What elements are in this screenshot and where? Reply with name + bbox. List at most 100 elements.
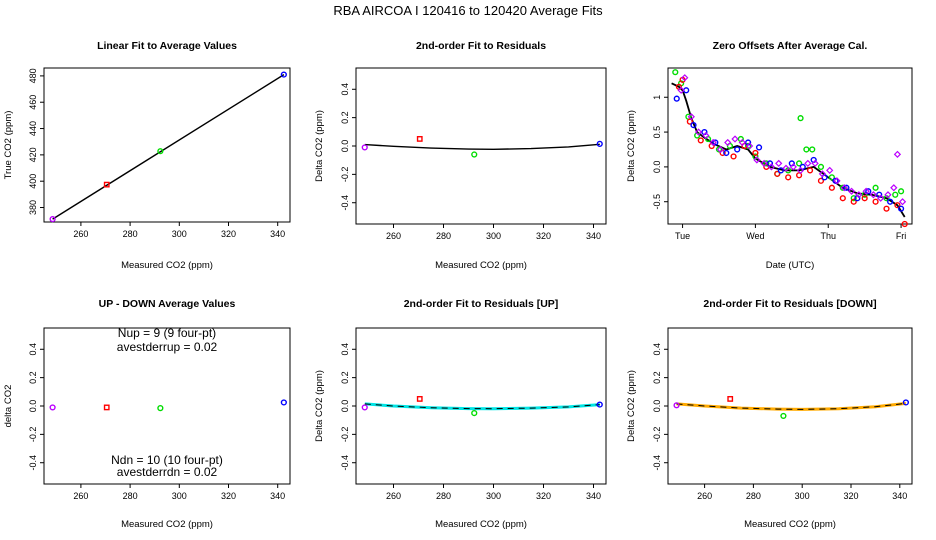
data-point-purple [847, 187, 856, 195]
data-point-green [157, 405, 164, 412]
data-point-blue [673, 95, 680, 102]
data-point-purple [673, 402, 680, 409]
data-point-green [471, 151, 478, 158]
x-tick-label: 320 [843, 491, 858, 501]
data-point-purple [681, 74, 689, 82]
data-point-purple [855, 191, 863, 199]
panel-residuals-up-xlabel: Measured CO2 (ppm) [435, 519, 527, 530]
data-point-blue [712, 139, 719, 146]
x-tick-label: 260 [697, 491, 712, 501]
data-point-red [901, 220, 908, 228]
panel-zero-offsets-ylabel: Delta CO2 (ppm) [626, 110, 637, 182]
x-tick-label: 280 [746, 491, 761, 501]
data-point-purple [833, 177, 841, 185]
data-point-purple [687, 113, 695, 121]
x-tick-label: 320 [536, 231, 551, 241]
data-point-purple [361, 144, 368, 151]
fit-line [676, 402, 906, 410]
x-tick-label: 300 [486, 231, 501, 241]
data-point-green [817, 163, 825, 170]
data-point-green [809, 146, 816, 153]
panel-linear-fit-ylabel: True CO2 (ppm) [3, 111, 14, 180]
y-tick-label: -0.2 [340, 427, 350, 443]
annotation-avestderrdn: avestderrdn = 0.02 [117, 465, 218, 479]
y-tick-label: -0.4 [340, 195, 350, 211]
data-point-purple [702, 131, 710, 140]
data-point-purple [782, 164, 790, 172]
x-tick-label: 340 [270, 491, 285, 501]
x-tick-label: 300 [172, 229, 187, 239]
data-point-blue [897, 205, 905, 212]
data-point-green [672, 69, 679, 76]
panel-linear-fit-title: Linear Fit to Average Values [97, 40, 237, 52]
y-tick-label: 0.0 [652, 161, 662, 174]
data-point-purple [804, 159, 812, 168]
data-point-green [796, 160, 803, 167]
x-tick-label: 260 [386, 491, 401, 501]
data-point-red [103, 181, 110, 188]
x-tick-label: 300 [795, 491, 810, 501]
x-tick-label: 340 [586, 491, 601, 501]
data-point-purple [760, 159, 768, 168]
x-tick-label: 260 [73, 229, 88, 239]
y-tick-label: -0.4 [652, 455, 662, 471]
data-point-red [883, 205, 890, 212]
data-point-red [806, 167, 814, 174]
x-tick-label: 300 [486, 491, 501, 501]
panel-up-down-title: UP - DOWN Average Values [99, 298, 236, 310]
y-tick-label: 480 [28, 68, 38, 83]
data-point-red [850, 198, 857, 205]
y-tick-label: 0.2 [340, 371, 350, 384]
data-point-green [471, 409, 478, 417]
y-tick-label: -0.5 [652, 194, 662, 210]
y-tick-label: 0.2 [652, 371, 662, 384]
panel-linear-fit-frame [43, 67, 291, 223]
panel-zero-offsets: Zero Offsets After Average Cal. Date (UT… [626, 40, 913, 271]
data-point-purple [745, 142, 754, 150]
data-point-purple [724, 138, 732, 147]
panel-residuals-xlabel: Measured CO2 (ppm) [435, 260, 527, 271]
panel-residuals-down-title: 2nd-order Fit to Residuals [DOWN] [703, 298, 876, 310]
x-tick-label: 340 [892, 491, 907, 501]
panel-zero-offsets-title: Zero Offsets After Average Cal. [713, 40, 868, 52]
data-point-green [780, 412, 787, 420]
y-tick-label: 380 [28, 200, 38, 215]
data-point-purple [731, 135, 739, 143]
y-tick-label: 0.4 [652, 343, 662, 356]
panel-zero-offsets-xlabel: Date (UTC) [766, 260, 815, 271]
panel-linear-fit-xlabel: Measured CO2 (ppm) [121, 260, 213, 271]
y-tick-label: -0.2 [340, 167, 350, 183]
data-point-green [872, 184, 879, 191]
data-point-red [796, 172, 803, 179]
y-tick-label: 0.4 [340, 83, 350, 96]
fit-line [52, 74, 285, 220]
data-point-red [416, 136, 423, 142]
panel-residuals-up-fit [364, 402, 600, 411]
panel-zero-offsets-ticks: Tue Wed Thu Fri -0.5 0.0 0.5 1 [652, 95, 906, 241]
data-point-blue [596, 401, 603, 408]
data-point-blue [902, 399, 910, 406]
panel-residuals-ylabel: Delta CO2 (ppm) [314, 110, 325, 182]
data-point-blue [596, 140, 603, 147]
panel-up-down-ylabel: delta CO2 [3, 385, 14, 428]
data-point-red [730, 153, 737, 160]
data-point-blue [280, 399, 287, 406]
data-point-red [103, 404, 110, 411]
panel-up-down-xlabel: Measured CO2 (ppm) [121, 519, 213, 530]
data-point-red [828, 184, 835, 191]
y-tick-label: 0.5 [652, 126, 662, 139]
y-tick-label: 460 [28, 95, 38, 110]
y-tick-label: 0.2 [28, 371, 38, 384]
fit-line [364, 143, 600, 151]
y-tick-label: 0.0 [340, 400, 350, 413]
panel-residuals-down-ticks: 260 280 300 320 340 -0.4 -0.2 0.0 0.2 0.4 [652, 343, 907, 501]
data-point-blue [865, 188, 872, 195]
data-point-blue [777, 167, 784, 174]
data-point-red [861, 195, 868, 202]
y-tick-label: -0.4 [28, 455, 38, 471]
y-tick-label: 0.2 [340, 111, 350, 124]
data-point-red [686, 118, 693, 125]
data-point-purple [709, 138, 717, 147]
panel-linear-fit-fit [52, 74, 285, 220]
